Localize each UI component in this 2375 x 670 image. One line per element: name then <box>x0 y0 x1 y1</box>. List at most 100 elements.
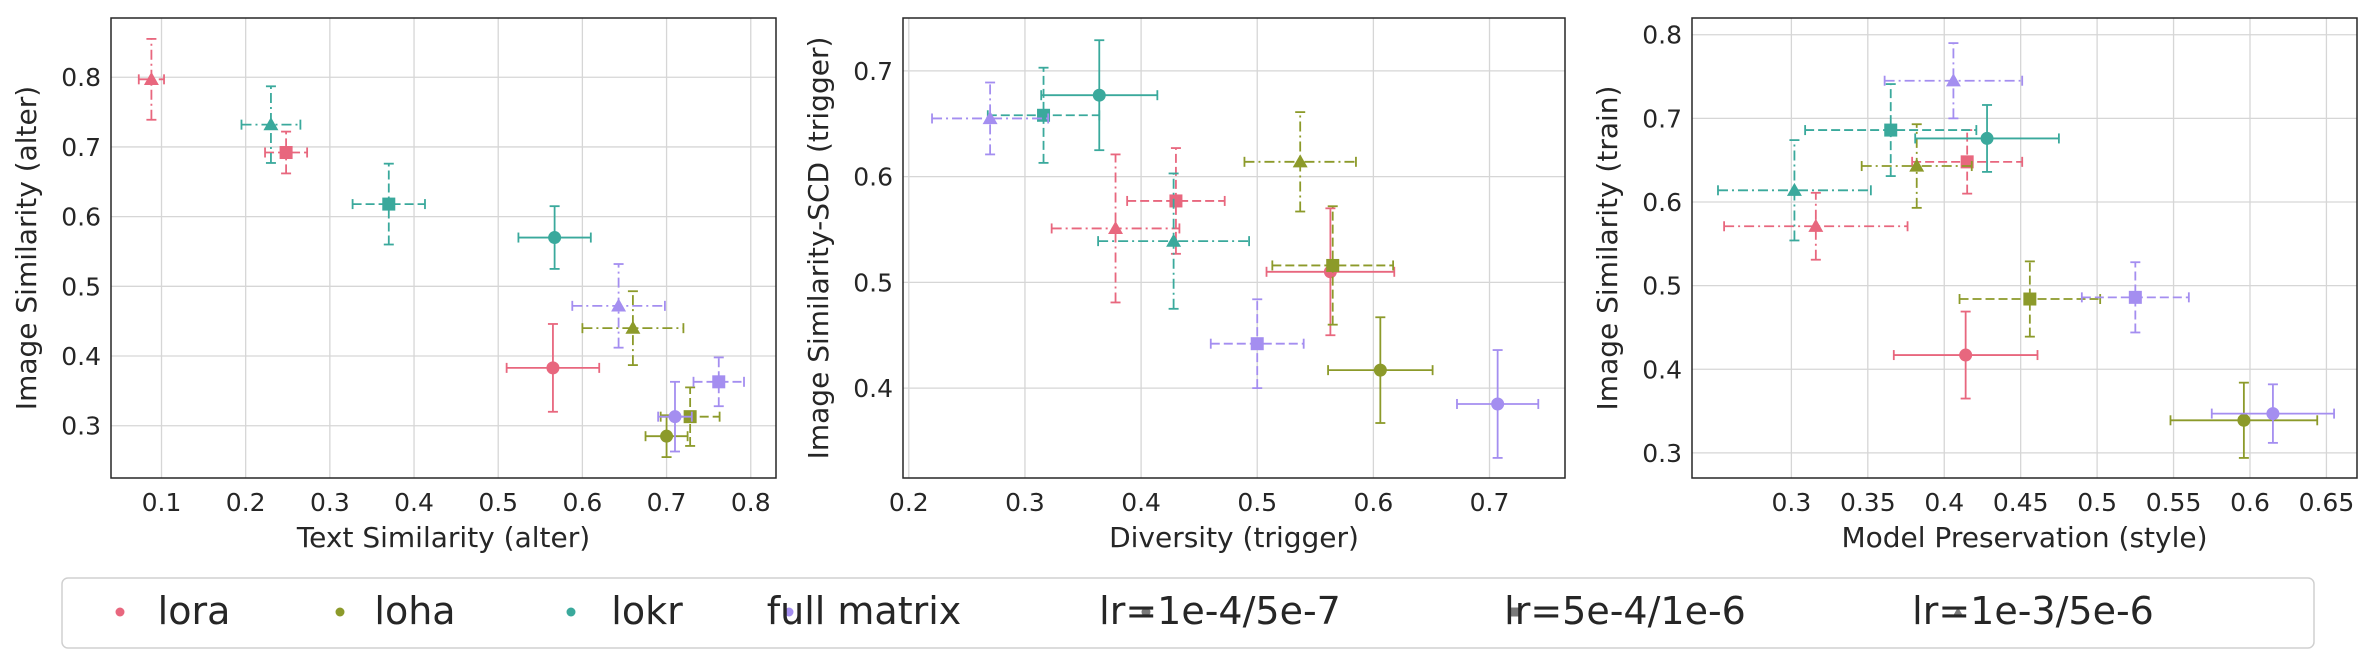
x-tick-label: 0.6 <box>2230 488 2270 517</box>
x-tick-label: 0.7 <box>647 488 687 517</box>
data-point-full-matrix <box>931 81 1050 156</box>
y-tick-label: 0.7 <box>853 57 893 86</box>
data-point-full-matrix <box>571 263 666 349</box>
point-marker <box>1959 348 1973 362</box>
data-point-lokr <box>351 162 426 246</box>
y-axis-label: Image Similarity (alter) <box>10 86 43 410</box>
point-marker <box>1491 397 1505 411</box>
x-tick-label: 0.55 <box>2146 488 2202 517</box>
data-point-lokr <box>1097 172 1250 310</box>
y-tick-label: 0.3 <box>1642 439 1682 468</box>
x-tick-label: 0.3 <box>310 488 350 517</box>
point-marker <box>1166 233 1182 247</box>
legend-marker <box>115 607 125 617</box>
x-tick-label: 0.5 <box>2077 488 2117 517</box>
x-tick-label: 0.4 <box>1924 488 1964 517</box>
x-tick-label: 0.4 <box>394 488 434 517</box>
x-tick-label: 0.3 <box>1771 488 1811 517</box>
point-marker <box>546 361 560 375</box>
point-marker <box>382 197 396 211</box>
x-axis-label: Model Preservation (style) <box>1841 521 2207 554</box>
x-tick-label: 0.2 <box>889 488 929 517</box>
y-tick-label: 0.8 <box>61 63 101 92</box>
y-tick-label: 0.7 <box>1642 104 1682 133</box>
x-tick-label: 0.1 <box>142 488 182 517</box>
legend-marker <box>1509 607 1519 617</box>
data-point-loha <box>1243 111 1357 213</box>
data-point-full-matrix <box>2210 383 2335 444</box>
legend-label: lr=5e-4/1e-6 <box>1504 589 1746 633</box>
legend-marker <box>784 607 794 617</box>
y-axis-label: Image Similarity-SCD (trigger) <box>802 37 835 460</box>
legend-frame <box>61 577 2315 649</box>
point-marker <box>1980 131 1994 145</box>
point-marker <box>668 410 682 424</box>
point-marker <box>143 71 159 85</box>
data-point-lokr <box>1804 83 1978 177</box>
point-marker <box>660 429 674 443</box>
data-point-lokr <box>1717 139 1872 242</box>
point-marker <box>263 117 279 131</box>
x-tick-label: 0.3 <box>1005 488 1045 517</box>
x-tick-label: 0.7 <box>1470 488 1510 517</box>
point-marker <box>1786 182 1802 196</box>
data-point-loha <box>1271 205 1395 326</box>
data-point-full-matrix <box>2080 261 2190 334</box>
y-axis-label: Image Similarity (train) <box>1591 86 1624 411</box>
legend-entry: lr=1e-3/5e-6 <box>1912 589 2154 633</box>
point-marker <box>1108 220 1124 235</box>
point-marker <box>2266 407 2280 421</box>
data-point-lokr <box>517 205 592 270</box>
point-marker <box>2023 292 2037 306</box>
y-tick-label: 0.3 <box>61 412 101 441</box>
y-tick-label: 0.6 <box>61 203 101 232</box>
axes-frame <box>1691 17 2358 479</box>
axes-frame <box>110 17 777 479</box>
data-point-lora <box>1892 310 2039 400</box>
x-tick-label: 0.45 <box>1993 488 2049 517</box>
data-point-loha <box>2169 381 2319 459</box>
legend-entry: full matrix <box>767 589 962 633</box>
point-marker <box>1909 158 1925 172</box>
legend-label: full matrix <box>767 589 962 633</box>
point-marker <box>2128 290 2142 304</box>
y-tick-label: 0.4 <box>61 342 101 371</box>
data-point-full-matrix <box>657 380 693 453</box>
y-tick-label: 0.5 <box>1642 272 1682 301</box>
chart-panel-2: 0.2 0.3 0.4 0.5 0.6 0.7 0.4 0.5 0.6 0.7 Diversity … <box>802 17 1566 554</box>
x-tick-label: 0.5 <box>1237 488 1277 517</box>
data-point-loha <box>644 414 689 458</box>
point-marker <box>1326 258 1340 272</box>
x-tick-label: 0.65 <box>2299 488 2355 517</box>
point-marker <box>2237 413 2251 427</box>
y-tick-label: 0.5 <box>853 268 893 297</box>
legend-entry: loha <box>335 589 456 633</box>
legend-label: loha <box>374 589 455 633</box>
y-tick-label: 0.4 <box>1642 355 1682 384</box>
point-marker <box>1373 363 1387 377</box>
data-point-full-matrix <box>1209 298 1305 390</box>
data-point-lokr <box>1914 104 2060 173</box>
y-tick-label: 0.5 <box>61 272 101 301</box>
chart-panel-1: 0.1 0.2 0.3 0.4 0.5 0.6 0.7 0.8 0.3 0.4 0.5 0.6 0.7 0… <box>10 17 777 554</box>
data-point-lora <box>264 130 309 175</box>
plot-area <box>111 18 776 478</box>
data-point-lora <box>1050 153 1181 304</box>
y-tick-label: 0.4 <box>853 374 893 403</box>
data-point-loha <box>1958 260 2102 338</box>
point-marker <box>1960 155 1974 169</box>
legend-label: lr=1e-4/5e-7 <box>1099 589 1341 633</box>
point-marker <box>1092 88 1106 102</box>
legend-entry: lokr <box>566 589 683 633</box>
x-axis-label: Diversity (trigger) <box>1109 521 1359 554</box>
point-marker <box>625 320 641 334</box>
x-tick-label: 0.6 <box>1353 488 1393 517</box>
point-marker <box>1292 154 1308 168</box>
point-marker <box>279 146 293 160</box>
point-marker <box>982 110 998 125</box>
x-tick-label: 0.35 <box>1840 488 1896 517</box>
point-marker <box>611 298 627 312</box>
x-tick-label: 0.2 <box>226 488 266 517</box>
x-axis-label: Text Similarity (alter) <box>296 521 590 554</box>
